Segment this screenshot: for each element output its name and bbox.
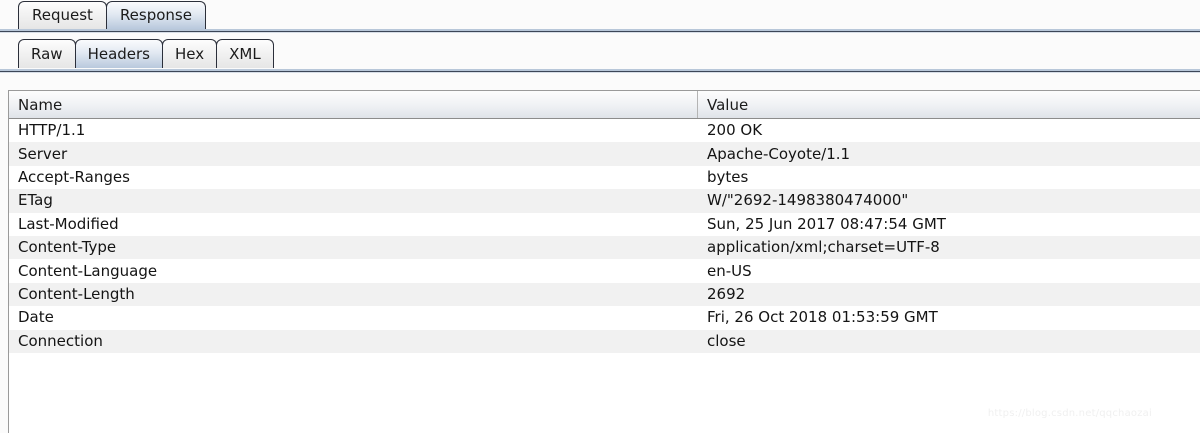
table-row[interactable]: Last-Modified Sun, 25 Jun 2017 08:47:54 G…: [9, 212, 1200, 236]
header-name-cell: Connection: [18, 333, 103, 349]
header-name-cell: ETag: [18, 193, 53, 209]
header-value-cell: Apache-Coyote/1.1: [707, 146, 851, 162]
tab-xml[interactable]: XML: [216, 39, 274, 68]
header-value-cell: en-US: [707, 263, 752, 279]
column-header-name-label: Name: [18, 95, 63, 114]
header-value-cell: W/"2692-1498380474000": [707, 193, 909, 209]
headers-table: Name Value HTTP/1.1 200 OK Server Apache-Co…: [8, 90, 1200, 433]
tab-headers[interactable]: Headers: [74, 39, 163, 68]
tab-hex-label: Hex: [175, 44, 205, 63]
header-name-cell: Date: [18, 310, 54, 326]
tab-headers-label: Headers: [87, 44, 150, 63]
column-header-name[interactable]: Name: [9, 91, 698, 118]
table-row[interactable]: Content-Type application/xml;charset=UTF-…: [9, 235, 1200, 260]
table-row[interactable]: ETag W/"2692-1498380474000": [9, 189, 1200, 213]
header-value-cell: 2692: [707, 286, 746, 302]
header-value-cell: close: [707, 333, 746, 349]
header-value-cell: application/xml;charset=UTF-8: [707, 240, 940, 256]
table-row[interactable]: Accept-Ranges bytes: [9, 165, 1200, 190]
header-value-cell: 200 OK: [707, 123, 763, 139]
primary-tabstrip-underline: [0, 29, 1200, 33]
tab-raw[interactable]: Raw: [18, 39, 76, 68]
tab-response-label: Response: [119, 6, 192, 24]
header-value-cell: Fri, 26 Oct 2018 01:53:59 GMT: [707, 310, 938, 326]
tab-request-label: Request: [32, 6, 93, 24]
header-name-cell: Last-Modified: [18, 216, 119, 232]
table-row[interactable]: Server Apache-Coyote/1.1: [9, 142, 1200, 166]
primary-tab-list: Request Response: [18, 1, 206, 29]
primary-tabstrip: Request Response: [0, 0, 1200, 33]
header-name-cell: Content-Length: [18, 286, 135, 302]
table-row[interactable]: Connection close: [9, 329, 1200, 353]
headers-table-head: Name Value: [9, 91, 1200, 119]
table-row[interactable]: Content-Length 2692: [9, 282, 1200, 307]
header-name-cell: Content-Language: [18, 263, 158, 279]
header-name-cell: Content-Type: [18, 240, 117, 256]
tab-raw-label: Raw: [31, 44, 63, 63]
secondary-tab-list: Raw Headers Hex XML: [18, 39, 274, 68]
header-value-cell: bytes: [707, 169, 749, 185]
secondary-tabstrip: Raw Headers Hex XML: [0, 33, 1200, 73]
tab-response[interactable]: Response: [105, 1, 206, 29]
table-empty-area: [9, 352, 1200, 432]
tab-hex[interactable]: Hex: [162, 39, 218, 68]
column-header-value[interactable]: Value: [698, 91, 1200, 118]
table-row[interactable]: Date Fri, 26 Oct 2018 01:53:59 GMT: [9, 306, 1200, 330]
header-name-cell: Accept-Ranges: [18, 169, 130, 185]
header-name-cell: HTTP/1.1: [18, 123, 86, 139]
header-name-cell: Server: [18, 146, 68, 162]
tab-xml-label: XML: [229, 44, 261, 63]
table-row[interactable]: HTTP/1.1 200 OK: [9, 119, 1200, 143]
headers-table-body: HTTP/1.1 200 OK Server Apache-Coyote/1.1 Acc…: [9, 119, 1200, 432]
tab-request[interactable]: Request: [18, 1, 107, 29]
secondary-tabstrip-underline: [0, 69, 1200, 73]
header-value-cell: Sun, 25 Jun 2017 08:47:54 GMT: [707, 216, 946, 232]
column-header-value-label: Value: [707, 95, 749, 114]
table-row[interactable]: Content-Language en-US: [9, 259, 1200, 283]
watermark: https://blog.csdn.net/qqchaozai: [987, 408, 1152, 419]
